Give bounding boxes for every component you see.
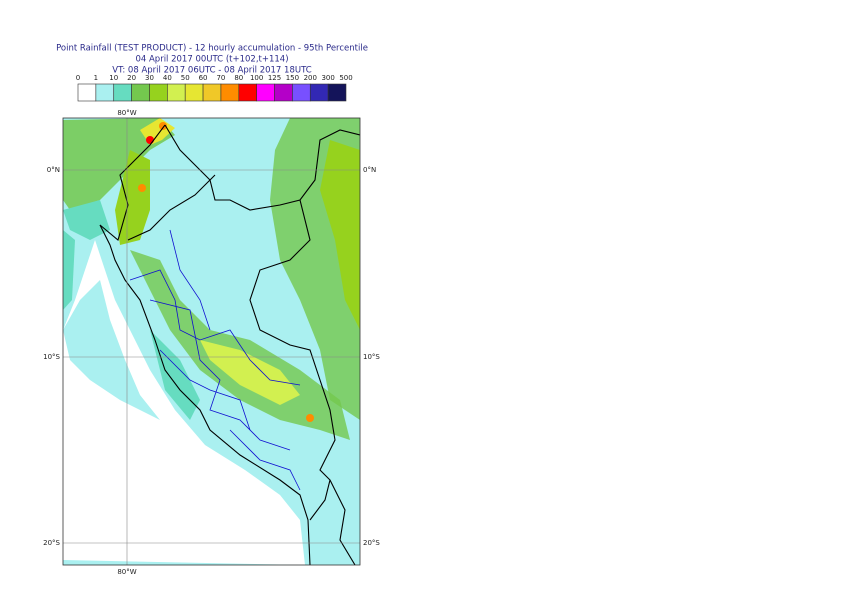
legend-label: 10 — [109, 74, 118, 82]
valid-time: VT: 08 April 2017 06UTC - 08 April 2017 … — [112, 66, 311, 76]
legend-swatch — [113, 83, 132, 102]
lon-label: 80°W — [117, 568, 136, 576]
legend-swatch — [292, 83, 311, 102]
legend-swatch — [220, 83, 240, 102]
legend-label: 500 — [339, 74, 352, 82]
lon-label: 80°W — [117, 109, 136, 117]
legend: 0 1 10 20 30 40 50 60 70 80 100 125 150 200 300 500 — [76, 74, 353, 102]
legend-swatch — [184, 83, 204, 102]
legend-label: 100 — [250, 74, 263, 82]
lat-label: 10°S — [363, 353, 380, 361]
legend-label: 200 — [304, 74, 317, 82]
legend-swatch — [256, 83, 275, 102]
legend-swatch — [238, 83, 257, 102]
legend-swatch — [327, 83, 347, 102]
legend-swatch — [77, 83, 97, 102]
legend-label: 50 — [181, 74, 190, 82]
legend-swatch — [202, 83, 222, 102]
legend-label: 300 — [321, 74, 334, 82]
legend-label: 125 — [268, 74, 281, 82]
lat-label: 20°S — [363, 539, 380, 547]
legend-label: 40 — [163, 74, 172, 82]
legend-swatch — [309, 83, 329, 102]
map-frame — [62, 117, 361, 566]
legend-label: 30 — [145, 74, 154, 82]
run-time: 04 April 2017 00UTC (t+102,t+114) — [135, 55, 288, 65]
lat-label: 10°S — [43, 353, 60, 361]
legend-swatch — [131, 83, 150, 102]
legend-label: 80 — [234, 74, 243, 82]
legend-label: 60 — [199, 74, 208, 82]
legend-swatch — [167, 83, 186, 102]
lat-label: 0°N — [363, 166, 376, 174]
legend-label: 20 — [127, 74, 136, 82]
legend-swatch — [274, 83, 293, 102]
legend-label: 70 — [216, 74, 225, 82]
legend-label: 150 — [286, 74, 299, 82]
lat-label: 0°N — [47, 166, 60, 174]
map — [63, 118, 360, 565]
legend-label: 1 — [94, 74, 98, 82]
legend-label: 0 — [76, 74, 80, 82]
lat-label: 20°S — [43, 539, 60, 547]
legend-swatch — [95, 83, 115, 102]
legend-swatch — [149, 83, 168, 102]
title: Point Rainfall (TEST PRODUCT) - 12 hourl… — [56, 44, 368, 54]
